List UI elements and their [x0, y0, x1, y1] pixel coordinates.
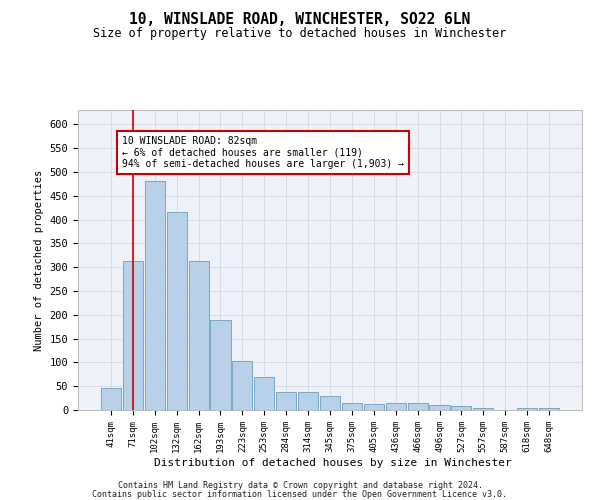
Bar: [407, 404, 428, 410]
Text: Distribution of detached houses by size in Winchester: Distribution of detached houses by size …: [154, 458, 512, 468]
Bar: [430, 405, 449, 410]
Bar: [342, 404, 362, 410]
Text: Size of property relative to detached houses in Winchester: Size of property relative to detached ho…: [94, 28, 506, 40]
Bar: [517, 408, 537, 410]
Bar: [473, 408, 493, 410]
Bar: [145, 182, 165, 410]
Text: Contains HM Land Registry data © Crown copyright and database right 2024.: Contains HM Land Registry data © Crown c…: [118, 481, 482, 490]
Bar: [211, 320, 230, 410]
Bar: [167, 212, 187, 410]
Text: 10, WINSLADE ROAD, WINCHESTER, SO22 6LN: 10, WINSLADE ROAD, WINCHESTER, SO22 6LN: [130, 12, 470, 28]
Bar: [386, 404, 406, 410]
Text: Contains public sector information licensed under the Open Government Licence v3: Contains public sector information licen…: [92, 490, 508, 499]
Bar: [320, 396, 340, 410]
Bar: [123, 262, 143, 410]
Bar: [188, 262, 209, 410]
Bar: [254, 376, 274, 410]
Y-axis label: Number of detached properties: Number of detached properties: [34, 170, 44, 350]
Text: 10 WINSLADE ROAD: 82sqm
← 6% of detached houses are smaller (119)
94% of semi-de: 10 WINSLADE ROAD: 82sqm ← 6% of detached…: [122, 136, 404, 170]
Bar: [298, 392, 318, 410]
Bar: [276, 392, 296, 410]
Bar: [539, 408, 559, 410]
Bar: [232, 361, 253, 410]
Bar: [101, 388, 121, 410]
Bar: [451, 406, 472, 410]
Bar: [364, 404, 384, 410]
